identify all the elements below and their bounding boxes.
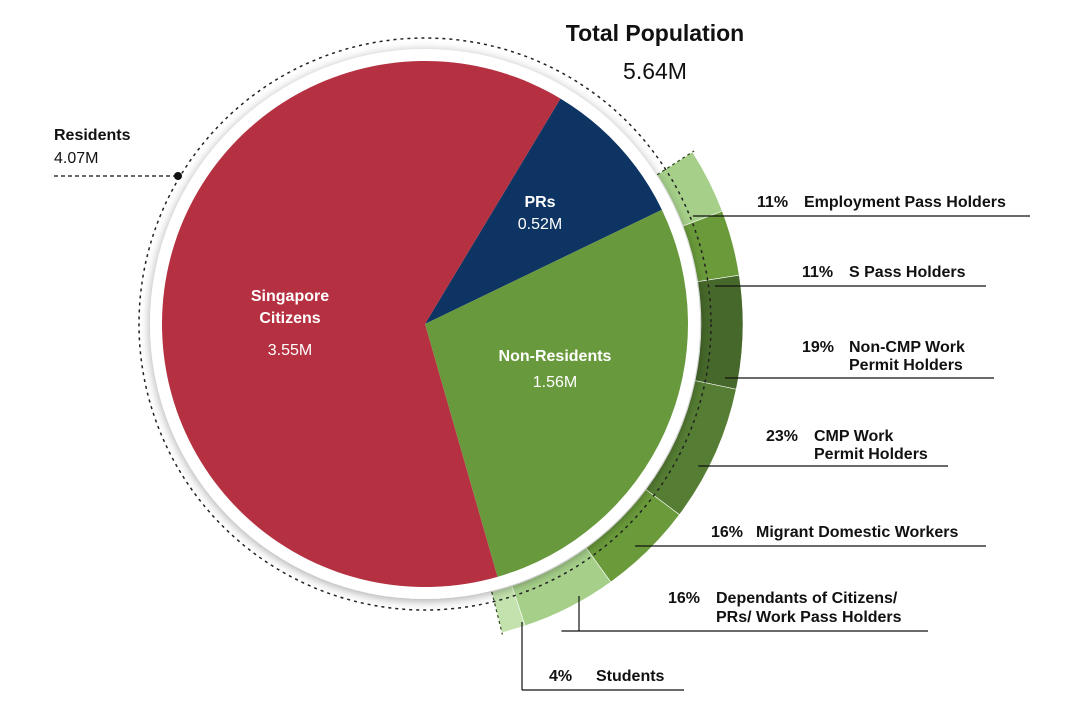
slice-name-line2: Citizens <box>259 310 321 327</box>
residents-value: 4.07M <box>54 150 99 167</box>
breakdown-pct: 4% <box>549 668 573 685</box>
breakdown-pct: 16% <box>711 524 744 541</box>
breakdown-pct: 19% <box>802 339 835 356</box>
pie-slice-prs <box>425 98 662 324</box>
ring-edge-1 <box>491 591 503 635</box>
breakdown-name: Employment Pass Holders <box>804 194 1006 211</box>
breakdown-name-line1: CMP Work <box>814 428 894 445</box>
breakdown-name-line1: Dependants of Citizens/ <box>716 590 898 607</box>
slice-name: PRs <box>524 194 556 211</box>
breakdown-pct: 11% <box>802 264 834 281</box>
breakdown-pct: 23% <box>766 428 799 445</box>
ring-segment-2 <box>694 274 744 390</box>
slice-value: 0.52M <box>517 216 563 233</box>
slice-name: Non-Residents <box>498 348 612 365</box>
breakdown-name-line2: Permit Holders <box>849 357 963 374</box>
slice-label-citizens: Singapore Citizens 3.55M <box>200 286 380 362</box>
chart-title: Total Population <box>565 20 745 46</box>
pie-slice-non-residents <box>425 209 688 577</box>
breakdown-name: Migrant Domestic Workers <box>756 524 959 541</box>
ring-edge-0 <box>656 150 695 176</box>
residents-label: Residents <box>54 127 131 144</box>
slice-label-prs: PRs 0.52M <box>480 192 600 236</box>
residents-dotted-circle <box>138 37 712 611</box>
breakdown-name-line1: Non-CMP Work <box>849 339 965 356</box>
breakdown-name-line2: PRs/ Work Pass Holders <box>716 609 902 626</box>
slice-name-line1: Singapore <box>250 288 330 305</box>
slice-value: 1.56M <box>532 374 578 391</box>
non-resident-breakdown-ring <box>491 150 744 635</box>
breakdown-pct: 16% <box>668 590 701 607</box>
slice-label-non-residents: Non-Residents 1.56M <box>470 346 640 394</box>
breakdown-name: Students <box>596 668 665 685</box>
pie-slice-singapore-citizens <box>162 60 561 587</box>
total-population-value: 5.64M <box>623 58 687 84</box>
breakdown-name-line2: Permit Holders <box>814 446 928 463</box>
breakdown-pct: 11% <box>757 194 789 211</box>
slice-value: 3.55M <box>267 342 313 359</box>
breakdown-name: S Pass Holders <box>849 264 966 281</box>
residents-leader-dot <box>174 172 182 180</box>
